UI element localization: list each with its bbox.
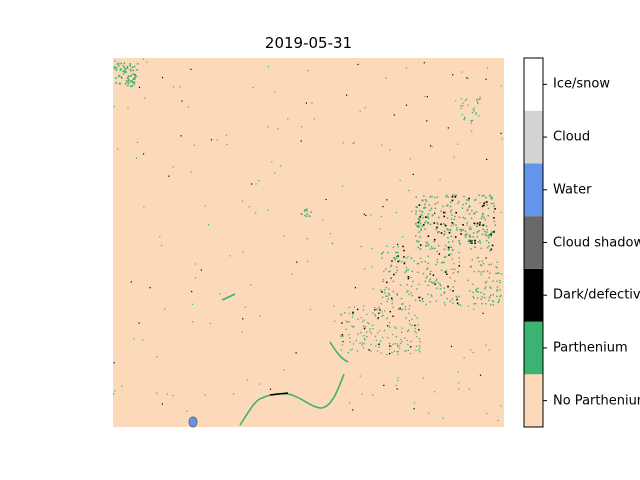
river-feature-south — [239, 373, 345, 426]
map-background — [113, 58, 504, 427]
colorbar — [523, 57, 547, 428]
colorbar-label-ice-snow: Ice/snow — [553, 76, 610, 92]
parthenium-pixels — [113, 58, 503, 422]
river-feature-bend — [329, 341, 349, 363]
colorbar-label-parthenium: Parthenium — [553, 340, 628, 356]
map-image — [113, 58, 504, 428]
colorbar-swatch-ice-snow — [524, 58, 543, 111]
dark-river-segment — [269, 392, 289, 396]
colorbar-swatch-cloud — [524, 110, 543, 164]
colorbar-frame — [523, 57, 544, 428]
colorbar-label-water: Water — [553, 182, 592, 198]
colorbar-swatch-parthenium — [524, 321, 543, 375]
colorbar-swatch-water — [524, 163, 543, 217]
colorbar-label-cloud: Cloud — [553, 129, 591, 145]
chart-title: 2019-05-31 — [264, 34, 353, 52]
colorbar-label-dark-defective: Dark/defective — [553, 287, 640, 303]
water-body — [188, 416, 198, 428]
patch-feature-west — [221, 293, 236, 301]
colorbar-swatch-no-parthenium — [524, 374, 543, 427]
dark-defective-pixels — [113, 62, 502, 411]
colorbar-label-cloud-shadow: Cloud shadow — [553, 235, 640, 250]
colorbar-swatch-cloud-shadow — [524, 216, 543, 269]
colorbar-swatch-dark-defective — [524, 268, 543, 322]
colorbar-label-no-parthenium: No Parthenium — [553, 393, 640, 409]
